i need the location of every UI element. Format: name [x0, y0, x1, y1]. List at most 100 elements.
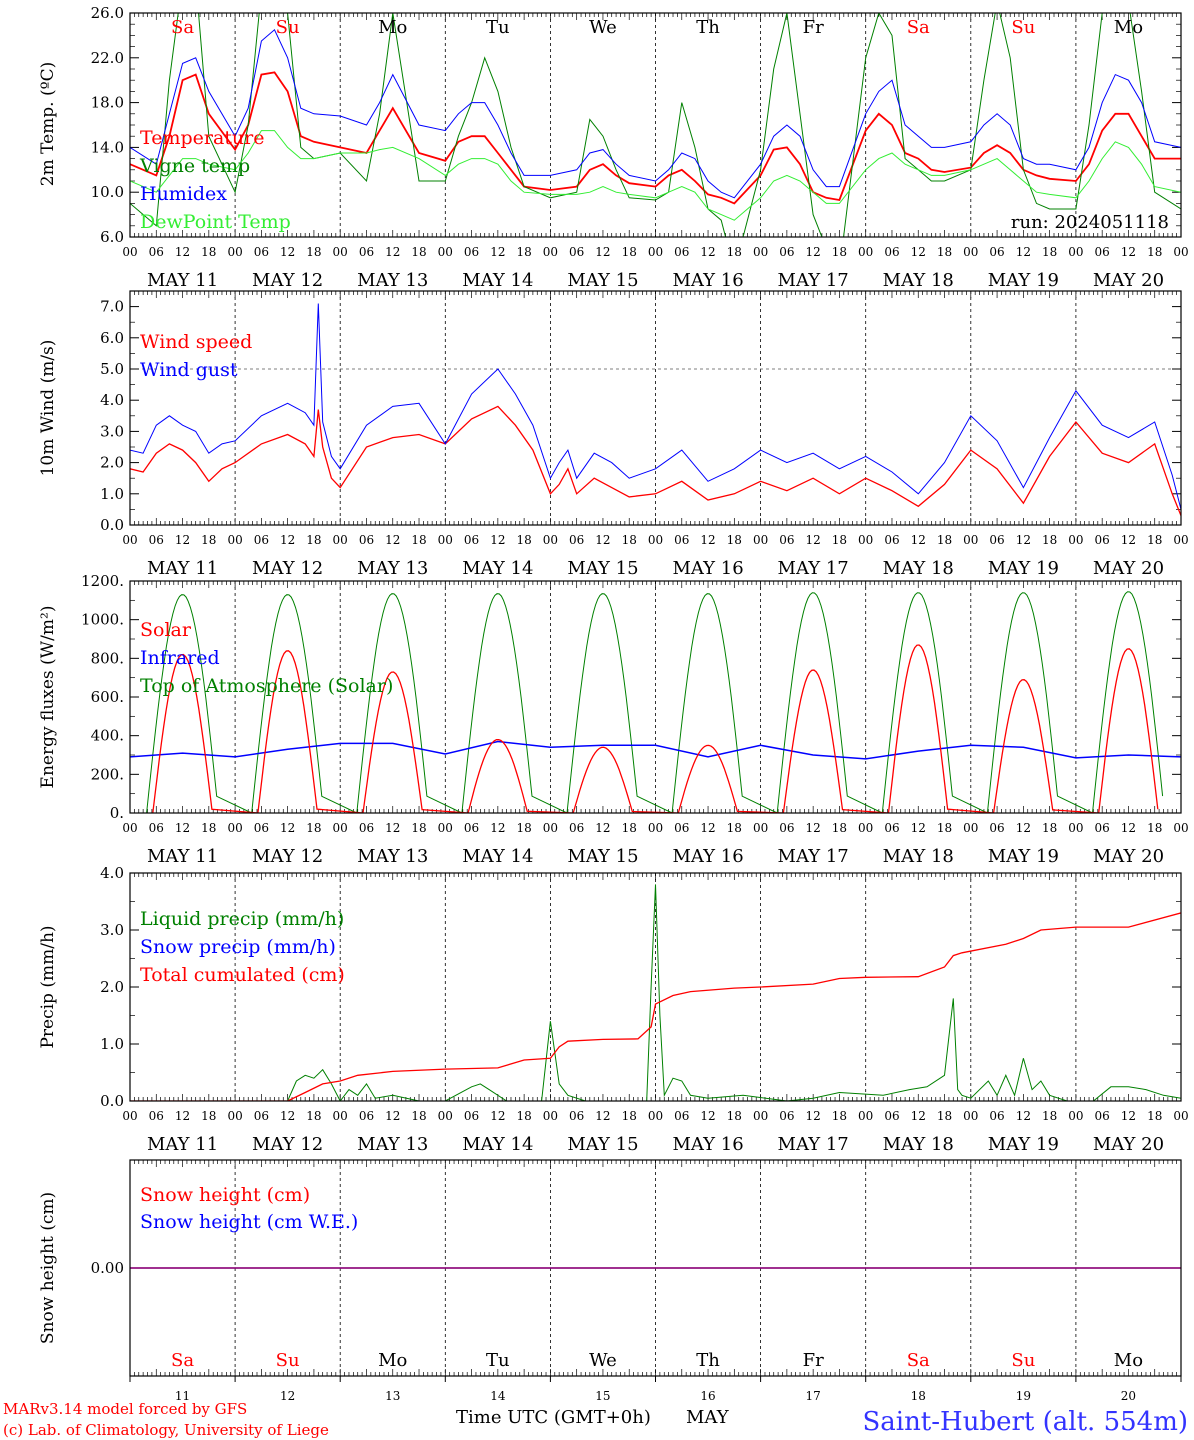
date-label: MAY 19: [988, 270, 1059, 291]
hour-label: 12: [911, 821, 926, 835]
date-label: MAY 14: [462, 558, 533, 579]
hour-label: 06: [674, 821, 689, 835]
hour-label: 06: [989, 533, 1004, 547]
legend-entry: DewPoint Temp: [140, 211, 291, 233]
y-tick-label: 200.: [91, 765, 124, 783]
hour-label: 06: [149, 821, 164, 835]
hour-label: 18: [411, 533, 426, 547]
hour-label: 18: [411, 1109, 426, 1123]
hour-label: 18: [201, 245, 216, 259]
series-wind-gust: [130, 303, 1181, 510]
y-tick-label: 4.0: [100, 864, 124, 882]
hour-label: 12: [595, 821, 610, 835]
date-label: MAY 15: [567, 1134, 638, 1155]
hour-label: 12: [595, 245, 610, 259]
hour-label: 06: [674, 533, 689, 547]
day-number: 19: [1016, 1389, 1031, 1403]
weekday-label: We: [589, 1350, 617, 1371]
hour-label: 12: [806, 821, 821, 835]
hour-label: 00: [333, 1109, 348, 1123]
date-label: MAY 16: [672, 270, 743, 291]
weekday-label: Mo: [378, 17, 407, 38]
hour-label: 00: [122, 533, 137, 547]
hour-label: 00: [122, 1109, 137, 1123]
hour-label: 12: [490, 1109, 505, 1123]
hour-label: 06: [254, 533, 269, 547]
hour-label: 06: [884, 1109, 899, 1123]
hour-label: 06: [464, 821, 479, 835]
hour-label: 00: [1068, 533, 1083, 547]
y-axis-label: 2m Temp. (ºC): [38, 62, 58, 187]
y-tick-label: 5.0: [100, 360, 124, 378]
date-label: MAY 19: [988, 846, 1059, 867]
hour-label: 18: [516, 1109, 531, 1123]
hour-label: 12: [490, 245, 505, 259]
weekday-label: Sa: [171, 1350, 194, 1371]
hour-label: 06: [359, 821, 374, 835]
day-number: 16: [700, 1389, 715, 1403]
date-label: MAY 12: [252, 270, 323, 291]
hour-label: 06: [359, 245, 374, 259]
weekday-label: Sa: [907, 1350, 930, 1371]
date-label: MAY 11: [147, 558, 218, 579]
date-label: MAY 19: [988, 558, 1059, 579]
panel-energy: 0. 200. 400. 600. 800. 1000. 1200. Energy fluxe…: [38, 572, 1189, 867]
date-label: MAY 14: [462, 1134, 533, 1155]
date-label: MAY 20: [1093, 270, 1164, 291]
weekday-label: Tu: [486, 1350, 510, 1371]
hour-label: 18: [516, 533, 531, 547]
date-label: MAY 13: [357, 1134, 428, 1155]
legend-entry: Total cumulated (cm): [140, 964, 345, 986]
hour-label: 00: [543, 533, 558, 547]
panel-frame: [129, 872, 1182, 1102]
panel-precip: 0.0 1.0 2.0 3.0 4.0 Precip (mm/h) Liquid preci…: [38, 864, 1189, 1155]
y-tick-label: 3.0: [100, 921, 124, 939]
date-label: MAY 18: [883, 1134, 954, 1155]
hour-label: 00: [753, 533, 768, 547]
hour-label: 12: [700, 245, 715, 259]
date-label: MAY 20: [1093, 558, 1164, 579]
hour-label: 18: [1147, 245, 1162, 259]
hour-label: 18: [1147, 821, 1162, 835]
hour-label: 00: [438, 245, 453, 259]
hour-label: 06: [674, 245, 689, 259]
hour-label: 12: [911, 245, 926, 259]
hour-label: 12: [595, 533, 610, 547]
hour-label: 06: [254, 245, 269, 259]
y-tick-label: 1.0: [100, 1035, 124, 1053]
legend-entry: Wind speed: [140, 331, 252, 353]
hour-label: 06: [569, 533, 584, 547]
hour-label: 12: [700, 533, 715, 547]
y-tick-label: 2.0: [100, 454, 124, 472]
hour-label: 06: [149, 533, 164, 547]
hour-label: 00: [963, 1109, 978, 1123]
hour-label: 12: [1016, 533, 1031, 547]
legend-entry: Liquid precip (mm/h): [140, 908, 344, 930]
hour-label: 12: [385, 245, 400, 259]
hour-label: 00: [438, 821, 453, 835]
y-tick-label: 2.0: [100, 978, 124, 996]
hour-label: 00: [543, 245, 558, 259]
hour-label: 06: [149, 1109, 164, 1123]
date-label: MAY 11: [147, 1134, 218, 1155]
hour-label: 06: [989, 821, 1004, 835]
hour-label: 12: [490, 533, 505, 547]
y-axis-label: 10m Wind (m/s): [38, 340, 58, 477]
series-vigne-temp: [130, 13, 1181, 237]
hour-label: 00: [648, 245, 663, 259]
panel-frame: [129, 290, 1182, 526]
date-label: MAY 14: [462, 270, 533, 291]
date-label: MAY 13: [357, 270, 428, 291]
date-label: MAY 18: [883, 558, 954, 579]
day-number: 18: [911, 1389, 926, 1403]
hour-label: 18: [622, 1109, 637, 1123]
hour-label: 18: [937, 245, 952, 259]
date-label: MAY 11: [147, 846, 218, 867]
date-label: MAY 17: [778, 270, 849, 291]
y-tick-label: 1200.: [81, 572, 124, 590]
hour-label: 06: [779, 245, 794, 259]
series-group: [130, 13, 1181, 237]
hour-label: 12: [700, 1109, 715, 1123]
hour-label: 12: [1016, 821, 1031, 835]
hour-label: 00: [122, 821, 137, 835]
